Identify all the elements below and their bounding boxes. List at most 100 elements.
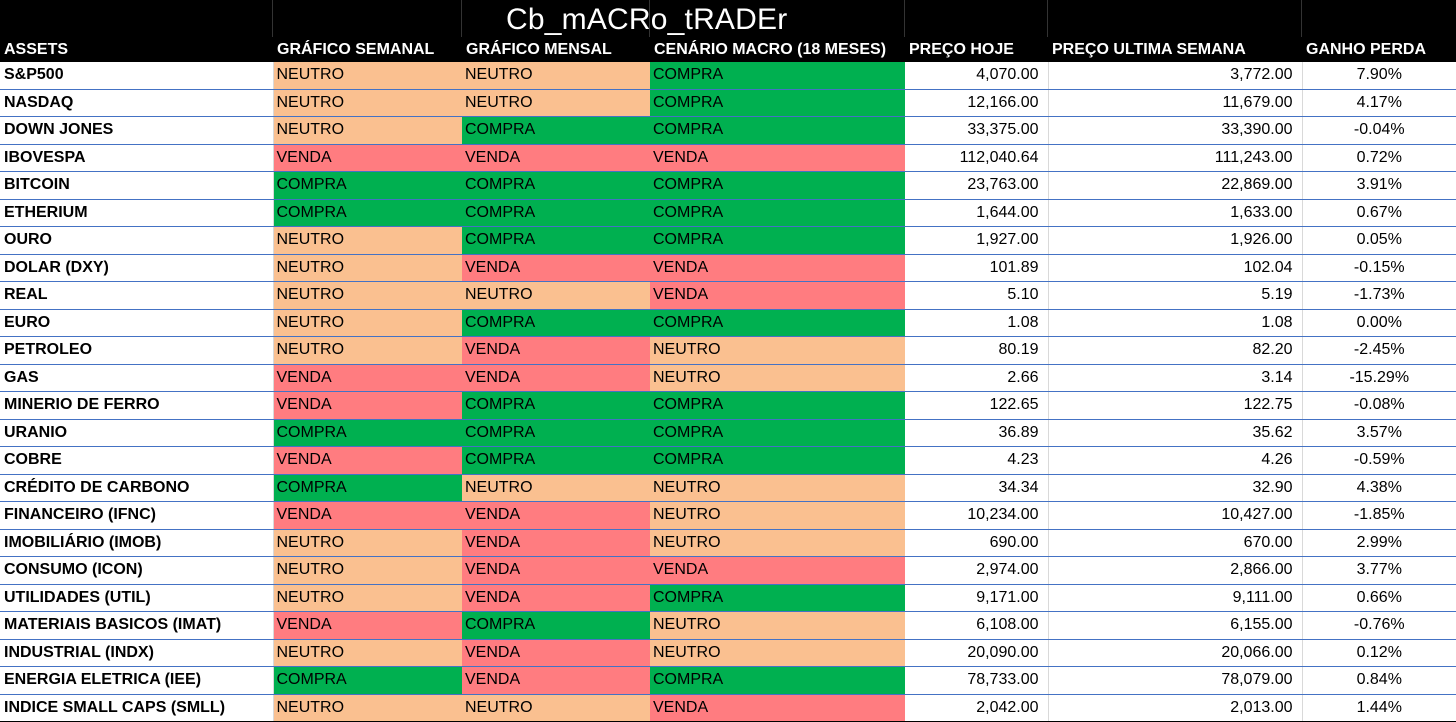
asset-name[interactable]: NASDAQ [0,89,273,117]
monthly-signal[interactable]: VENDA [462,144,650,172]
macro-signal[interactable]: COMPRA [650,227,905,255]
weekly-signal[interactable]: VENDA [273,447,462,475]
monthly-signal[interactable]: COMPRA [462,172,650,200]
price-today[interactable]: 4.23 [905,447,1048,475]
gain-loss[interactable]: 0.66% [1302,584,1456,612]
gain-loss[interactable]: 0.00% [1302,309,1456,337]
weekly-signal[interactable]: NEUTRO [273,282,462,310]
weekly-signal[interactable]: VENDA [273,144,462,172]
price-last-week[interactable]: 1.08 [1048,309,1302,337]
monthly-signal[interactable]: VENDA [462,529,650,557]
monthly-signal[interactable]: NEUTRO [462,282,650,310]
weekly-signal[interactable]: NEUTRO [273,529,462,557]
price-last-week[interactable]: 11,679.00 [1048,89,1302,117]
price-last-week[interactable]: 102.04 [1048,254,1302,282]
weekly-signal[interactable]: COMPRA [273,199,462,227]
price-today[interactable]: 2,042.00 [905,694,1048,722]
gain-loss[interactable]: 4.38% [1302,474,1456,502]
asset-name[interactable]: DOLAR (DXY) [0,254,273,282]
asset-name[interactable]: BITCOIN [0,172,273,200]
asset-name[interactable]: FINANCEIRO (IFNC) [0,502,273,530]
price-today[interactable]: 10,234.00 [905,502,1048,530]
macro-signal[interactable]: COMPRA [650,584,905,612]
macro-signal[interactable]: VENDA [650,254,905,282]
gain-loss[interactable]: -0.04% [1302,117,1456,145]
monthly-signal[interactable]: VENDA [462,584,650,612]
macro-signal[interactable]: VENDA [650,557,905,585]
gain-loss[interactable]: 0.05% [1302,227,1456,255]
price-today[interactable]: 5.10 [905,282,1048,310]
macro-signal[interactable]: NEUTRO [650,502,905,530]
gain-loss[interactable]: 7.90% [1302,62,1456,89]
asset-name[interactable]: INDICE SMALL CAPS (SMLL) [0,694,273,722]
price-today[interactable]: 112,040.64 [905,144,1048,172]
gain-loss[interactable]: 0.12% [1302,639,1456,667]
price-last-week[interactable]: 111,243.00 [1048,144,1302,172]
price-today[interactable]: 20,090.00 [905,639,1048,667]
monthly-signal[interactable]: COMPRA [462,309,650,337]
asset-name[interactable]: COBRE [0,447,273,475]
weekly-signal[interactable]: COMPRA [273,474,462,502]
monthly-signal[interactable]: COMPRA [462,419,650,447]
gain-loss[interactable]: 3.77% [1302,557,1456,585]
macro-signal[interactable]: NEUTRO [650,337,905,365]
asset-name[interactable]: INDUSTRIAL (INDX) [0,639,273,667]
gain-loss[interactable]: -15.29% [1302,364,1456,392]
gain-loss[interactable]: -1.85% [1302,502,1456,530]
asset-name[interactable]: UTILIDADES (UTIL) [0,584,273,612]
macro-signal[interactable]: VENDA [650,282,905,310]
gain-loss[interactable]: -0.15% [1302,254,1456,282]
macro-signal[interactable]: NEUTRO [650,364,905,392]
price-last-week[interactable]: 1,633.00 [1048,199,1302,227]
asset-name[interactable]: EURO [0,309,273,337]
price-today[interactable]: 80.19 [905,337,1048,365]
price-today[interactable]: 1,644.00 [905,199,1048,227]
weekly-signal[interactable]: NEUTRO [273,117,462,145]
weekly-signal[interactable]: VENDA [273,612,462,640]
asset-name[interactable]: PETROLEO [0,337,273,365]
monthly-signal[interactable]: VENDA [462,557,650,585]
weekly-signal[interactable]: COMPRA [273,419,462,447]
price-today[interactable]: 101.89 [905,254,1048,282]
price-last-week[interactable]: 6,155.00 [1048,612,1302,640]
macro-signal[interactable]: COMPRA [650,447,905,475]
gain-loss[interactable]: 0.67% [1302,199,1456,227]
weekly-signal[interactable]: VENDA [273,392,462,420]
weekly-signal[interactable]: NEUTRO [273,254,462,282]
price-last-week[interactable]: 5.19 [1048,282,1302,310]
asset-name[interactable]: MATERIAIS BASICOS (IMAT) [0,612,273,640]
asset-name[interactable]: IBOVESPA [0,144,273,172]
monthly-signal[interactable]: VENDA [462,364,650,392]
gain-loss[interactable]: -0.08% [1302,392,1456,420]
header-macro-scenario[interactable]: CENÁRIO MACRO (18 MESES) [650,37,905,62]
monthly-signal[interactable]: COMPRA [462,392,650,420]
gain-loss[interactable]: -0.76% [1302,612,1456,640]
macro-signal[interactable]: NEUTRO [650,474,905,502]
asset-name[interactable]: MINERIO DE FERRO [0,392,273,420]
price-last-week[interactable]: 2,866.00 [1048,557,1302,585]
header-price-today[interactable]: PREÇO HOJE [905,37,1048,62]
weekly-signal[interactable]: NEUTRO [273,62,462,89]
monthly-signal[interactable]: COMPRA [462,227,650,255]
macro-signal[interactable]: NEUTRO [650,612,905,640]
price-last-week[interactable]: 32.90 [1048,474,1302,502]
monthly-signal[interactable]: VENDA [462,337,650,365]
price-today[interactable]: 690.00 [905,529,1048,557]
price-today[interactable]: 1.08 [905,309,1048,337]
asset-name[interactable]: S&P500 [0,62,273,89]
header-assets[interactable]: ASSETS [0,37,273,62]
price-last-week[interactable]: 2,013.00 [1048,694,1302,722]
gain-loss[interactable]: 4.17% [1302,89,1456,117]
gain-loss[interactable]: -1.73% [1302,282,1456,310]
weekly-signal[interactable]: NEUTRO [273,557,462,585]
price-today[interactable]: 4,070.00 [905,62,1048,89]
macro-signal[interactable]: COMPRA [650,419,905,447]
weekly-signal[interactable]: NEUTRO [273,694,462,722]
asset-name[interactable]: GAS [0,364,273,392]
macro-signal[interactable]: COMPRA [650,89,905,117]
monthly-signal[interactable]: VENDA [462,639,650,667]
price-today[interactable]: 33,375.00 [905,117,1048,145]
asset-name[interactable]: CRÉDITO DE CARBONO [0,474,273,502]
macro-signal[interactable]: COMPRA [650,117,905,145]
price-last-week[interactable]: 1,926.00 [1048,227,1302,255]
